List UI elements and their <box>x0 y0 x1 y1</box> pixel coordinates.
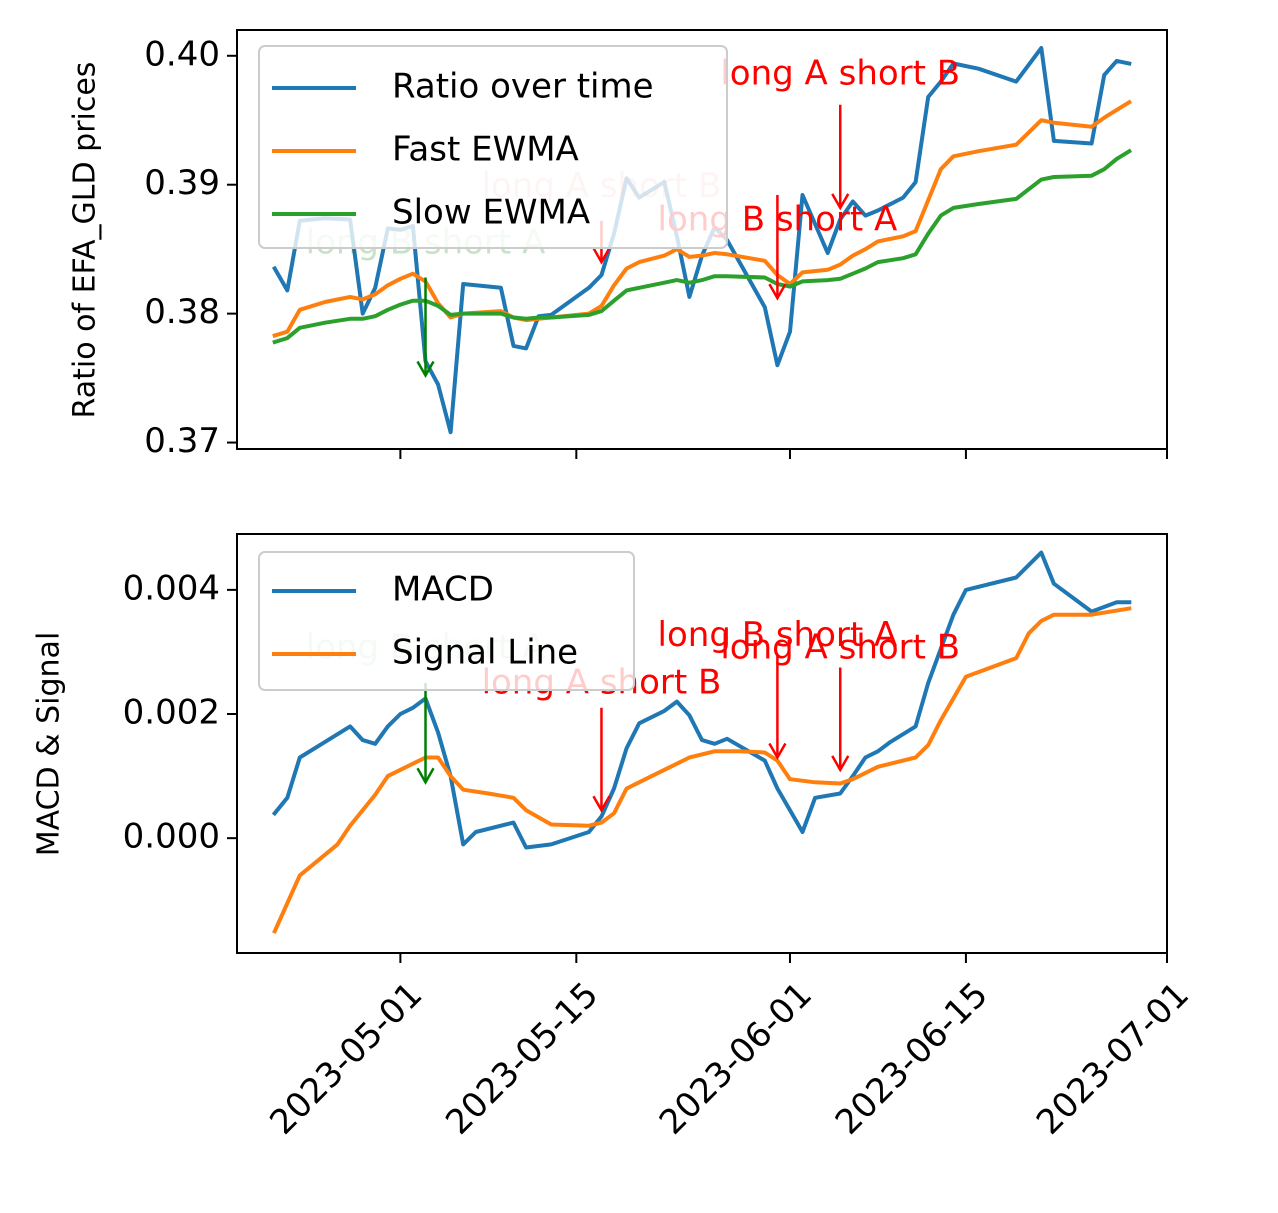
ratio-series-line-2 <box>272 99 1133 338</box>
ratio-y-tick-label: 0.38 <box>144 292 220 332</box>
annotation-label: long A short B <box>720 627 960 667</box>
macd-y-tick-label: 0.004 <box>123 568 220 608</box>
ratio-y-tick-label: 0.37 <box>144 421 220 461</box>
ratio-x-ticks <box>399 449 1168 459</box>
ratio-annotation-4: long A short B <box>720 54 960 211</box>
legend-label: Fast EWMA <box>392 130 579 170</box>
annotation-arrow-head <box>416 767 435 785</box>
macd-y-tick-label: 0.000 <box>123 817 220 857</box>
ratio-plot-frame <box>236 29 1168 450</box>
annotation-arrow-head <box>592 247 611 265</box>
annotation-arrow-head <box>592 795 611 813</box>
annotation-arrow-head <box>768 742 787 760</box>
macd-series-line-1 <box>271 550 1132 850</box>
macd-y-axis-label: MACD & Signal <box>32 632 67 857</box>
ratio-y-tick-label: 0.39 <box>144 163 220 203</box>
ratio-y-axis-label: Ratio of EFA_GLD prices <box>68 62 103 419</box>
annotation-arrow-head <box>831 193 850 211</box>
macd-y-ticks: 0.000 0.002 0.004 <box>123 568 237 857</box>
macd-legend-entry-2: Signal Line <box>272 633 578 673</box>
ratio-legend-entry-1: Ratio over time <box>272 67 654 107</box>
macd-series-layer <box>271 550 1132 934</box>
ratio-y-ticks: 0.37 0.38 0.39 0.40 <box>144 34 237 461</box>
annotation-label: long A short B <box>720 54 960 94</box>
ratio-series-line-3 <box>272 148 1133 345</box>
legend-label: Ratio over time <box>392 67 654 107</box>
macd-annotation-4: long A short B <box>720 627 960 773</box>
macd-legend-entry-1: MACD <box>272 570 494 610</box>
ratio-legend: Ratio over time Fast EWMA Slow EWMA <box>258 45 728 249</box>
ratio-legend-entry-2: Fast EWMA <box>272 130 579 170</box>
annotation-label: long B short A <box>658 615 898 655</box>
legend-label: Signal Line <box>392 633 578 673</box>
annotation-arrow-head <box>768 283 787 301</box>
macd-series-line-2 <box>272 606 1132 934</box>
macd-y-tick-label: 0.002 <box>123 693 220 733</box>
annotation-arrow-head <box>831 755 850 773</box>
legend-label: MACD <box>392 570 494 610</box>
annotation-arrow-head <box>416 360 435 379</box>
macd-annotation-3: long B short A <box>658 615 898 760</box>
macd-plot-frame <box>236 533 1168 954</box>
macd-legend: MACD Signal Line <box>258 551 635 691</box>
legend-label: Slow EWMA <box>392 193 590 233</box>
ratio-y-tick-label: 0.40 <box>144 34 220 74</box>
ratio-legend-entry-3: Slow EWMA <box>272 193 590 233</box>
ratio-legend-box <box>258 45 728 249</box>
